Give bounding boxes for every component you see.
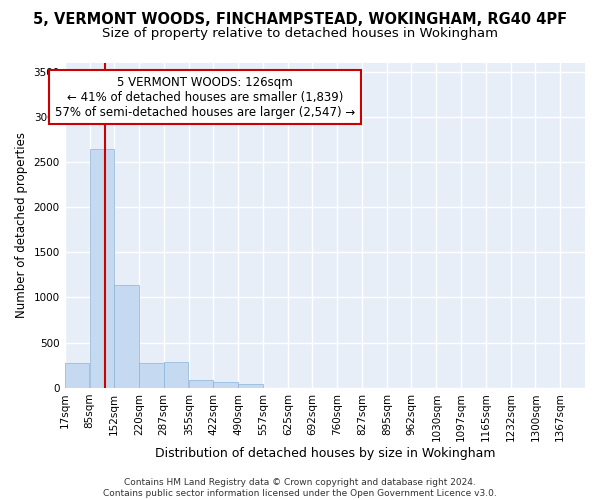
Text: Contains HM Land Registry data © Crown copyright and database right 2024.
Contai: Contains HM Land Registry data © Crown c… xyxy=(103,478,497,498)
Bar xyxy=(89,150,115,388)
Bar xyxy=(164,362,188,388)
Bar xyxy=(114,285,139,388)
Bar xyxy=(238,384,263,388)
Bar xyxy=(213,382,238,388)
X-axis label: Distribution of detached houses by size in Wokingham: Distribution of detached houses by size … xyxy=(155,447,495,460)
Text: 5, VERMONT WOODS, FINCHAMPSTEAD, WOKINGHAM, RG40 4PF: 5, VERMONT WOODS, FINCHAMPSTEAD, WOKINGH… xyxy=(33,12,567,28)
Bar xyxy=(188,380,214,388)
Y-axis label: Number of detached properties: Number of detached properties xyxy=(15,132,28,318)
Text: Size of property relative to detached houses in Wokingham: Size of property relative to detached ho… xyxy=(102,28,498,40)
Bar xyxy=(139,362,164,388)
Text: 5 VERMONT WOODS: 126sqm
← 41% of detached houses are smaller (1,839)
57% of semi: 5 VERMONT WOODS: 126sqm ← 41% of detache… xyxy=(55,76,355,118)
Bar xyxy=(65,364,89,388)
